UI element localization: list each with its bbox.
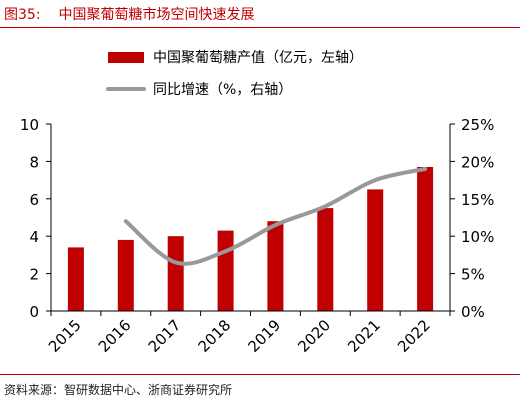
left-tick-label: 4 <box>29 228 39 246</box>
left-tick-label: 6 <box>29 191 39 209</box>
x-tick-label: 2017 <box>145 316 185 356</box>
growth-point-2019 <box>273 223 277 227</box>
axes <box>50 124 451 312</box>
right-tick-label: 15% <box>461 191 494 209</box>
x-tick-label: 2021 <box>344 316 384 356</box>
figure-title: 图35: 中国聚葡萄糖市场空间快速发展 <box>4 4 255 24</box>
left-tick-label: 10 <box>20 116 39 134</box>
figure-number: 图35: <box>4 7 41 23</box>
source-rule <box>0 374 520 375</box>
legend: 中国聚葡萄糖产值（亿元，左轴） 同比增速（%，右轴） <box>106 50 363 98</box>
x-tick-label: 2016 <box>95 316 135 356</box>
legend-bar-label: 中国聚葡萄糖产值（亿元，左轴） <box>153 50 363 66</box>
bar-2016 <box>117 239 134 311</box>
bar-2020 <box>317 208 334 311</box>
x-tick-label: 2022 <box>394 316 434 356</box>
left-axis-ticks: 0 2 4 6 8 10 <box>20 116 51 321</box>
growth-point-2018 <box>224 249 228 253</box>
right-tick-label: 20% <box>461 153 494 171</box>
growth-point-2020 <box>323 204 327 208</box>
growth-point-2021 <box>373 178 377 182</box>
bars <box>67 167 434 311</box>
bar-2015 <box>67 247 84 311</box>
chart: 中国聚葡萄糖产值（亿元，左轴） 同比增速（%，右轴） 0 2 4 6 8 10 0% 5% 1… <box>20 50 494 356</box>
right-tick-label: 0% <box>461 303 485 321</box>
left-tick-label: 0 <box>29 303 39 321</box>
right-tick-label: 25% <box>461 116 494 134</box>
right-tick-label: 10% <box>461 228 494 246</box>
left-tick-label: 2 <box>29 266 39 284</box>
x-tick-label: 2020 <box>294 316 334 356</box>
growth-point-2016 <box>124 219 128 223</box>
legend-line-label: 同比增速（%，右轴） <box>153 82 292 98</box>
right-axis-ticks: 0% 5% 10% 15% 20% 25% <box>450 116 494 321</box>
x-tick-label: 2018 <box>195 316 235 356</box>
bar-2017 <box>167 236 184 311</box>
bar-2018 <box>217 230 234 311</box>
growth-line <box>123 166 428 266</box>
bar-2019 <box>267 221 284 311</box>
left-tick-label: 8 <box>29 153 39 171</box>
x-tick-label: 2019 <box>245 316 285 356</box>
growth-line-group <box>123 166 428 266</box>
legend-bar-swatch <box>108 52 144 63</box>
x-tick-label: 2015 <box>45 316 85 356</box>
figure-title-text: 中国聚葡萄糖市场空间快速发展 <box>58 7 255 23</box>
growth-point-2017 <box>174 260 178 264</box>
right-tick-label: 5% <box>461 266 485 284</box>
title-rule <box>0 27 520 28</box>
x-axis-ticks: 2015 2016 2017 2018 2019 2020 2021 2022 <box>45 311 451 356</box>
growth-point-2022 <box>423 167 427 171</box>
bar-2021 <box>367 189 384 311</box>
bar-2022 <box>417 167 434 311</box>
source-note: 资料来源：智研数据中心、浙商证券研究所 <box>4 383 233 397</box>
